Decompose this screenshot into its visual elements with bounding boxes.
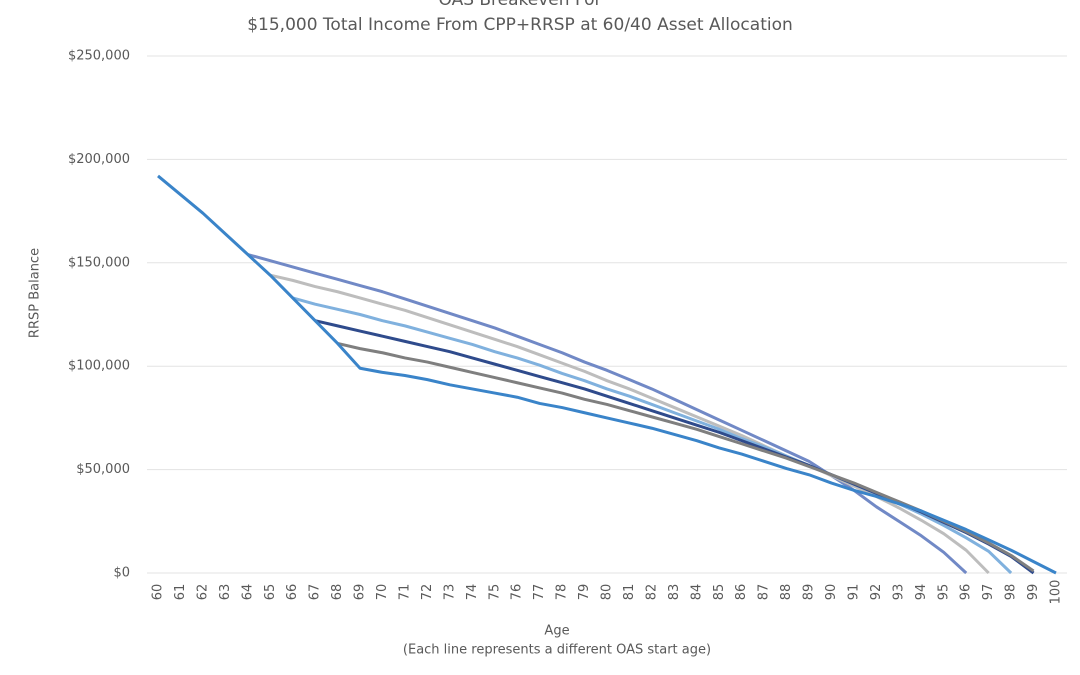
y-tick-label: $250,000 <box>68 49 130 64</box>
x-tick-label: 63 <box>218 584 233 601</box>
x-tick-label: 62 <box>195 584 210 601</box>
y-axis-title: RRSP Balance <box>28 248 43 338</box>
x-tick-label: 61 <box>173 584 188 601</box>
x-tick-label: 87 <box>757 584 772 601</box>
x-tick-label: 73 <box>442 584 457 601</box>
y-tick-label: $150,000 <box>68 255 130 270</box>
chart-subtitle: $15,000 Total Income From CPP+RRSP at 60… <box>247 15 793 35</box>
x-tick-label: 84 <box>689 584 704 601</box>
x-tick-label: 68 <box>330 584 345 601</box>
y-tick-label: $100,000 <box>68 359 130 374</box>
x-tick-label: 91 <box>846 584 861 601</box>
x-tick-label: 92 <box>869 584 884 601</box>
x-tick-label: 81 <box>622 584 637 601</box>
x-axis-title: Age <box>544 624 569 639</box>
x-tick-label: 85 <box>712 584 727 601</box>
x-tick-label: 70 <box>375 584 390 601</box>
x-tick-label: 98 <box>1004 584 1019 601</box>
x-tick-label: 93 <box>891 584 906 601</box>
x-tick-label: 78 <box>555 584 570 601</box>
y-tick-label: $50,000 <box>76 462 130 477</box>
x-tick-label: 71 <box>397 584 412 601</box>
x-tick-label: 67 <box>308 584 323 601</box>
x-tick-label: 72 <box>420 584 435 601</box>
series-line <box>157 174 1057 575</box>
series-line <box>314 319 1035 575</box>
x-tick-label: 100 <box>1049 580 1064 605</box>
x-axis-note: (Each line represents a different OAS st… <box>403 643 711 658</box>
x-tick-label: 82 <box>644 584 659 601</box>
series-line <box>337 341 1035 573</box>
x-tick-label: 64 <box>240 584 255 601</box>
x-tick-label: 69 <box>353 584 368 601</box>
series-line <box>247 253 968 575</box>
x-tick-label: 75 <box>487 584 502 601</box>
y-tick-label: $200,000 <box>68 152 130 167</box>
x-tick-label: 65 <box>263 584 278 601</box>
x-tick-label: 88 <box>779 584 794 601</box>
x-tick-label: 79 <box>577 584 592 601</box>
x-tick-label: 99 <box>1026 584 1041 601</box>
x-tick-label: 97 <box>981 584 996 601</box>
x-tick-label: 89 <box>802 584 817 601</box>
x-tick-label: 90 <box>824 584 839 601</box>
x-tick-label: 83 <box>667 584 682 601</box>
x-tick-label: 86 <box>734 584 749 601</box>
chart-title: OAS Breakeven For <box>438 0 601 10</box>
x-tick-label: 96 <box>959 584 974 601</box>
x-tick-label: 76 <box>510 584 525 601</box>
x-tick-label: 94 <box>914 584 929 601</box>
x-tick-label: 77 <box>532 584 547 601</box>
x-tick-label: 74 <box>465 584 480 601</box>
x-tick-label: 66 <box>285 584 300 601</box>
x-tick-label: 60 <box>151 584 166 601</box>
x-tick-label: 80 <box>600 584 615 601</box>
x-tick-label: 95 <box>936 584 951 601</box>
y-tick-label: $0 <box>113 566 130 581</box>
